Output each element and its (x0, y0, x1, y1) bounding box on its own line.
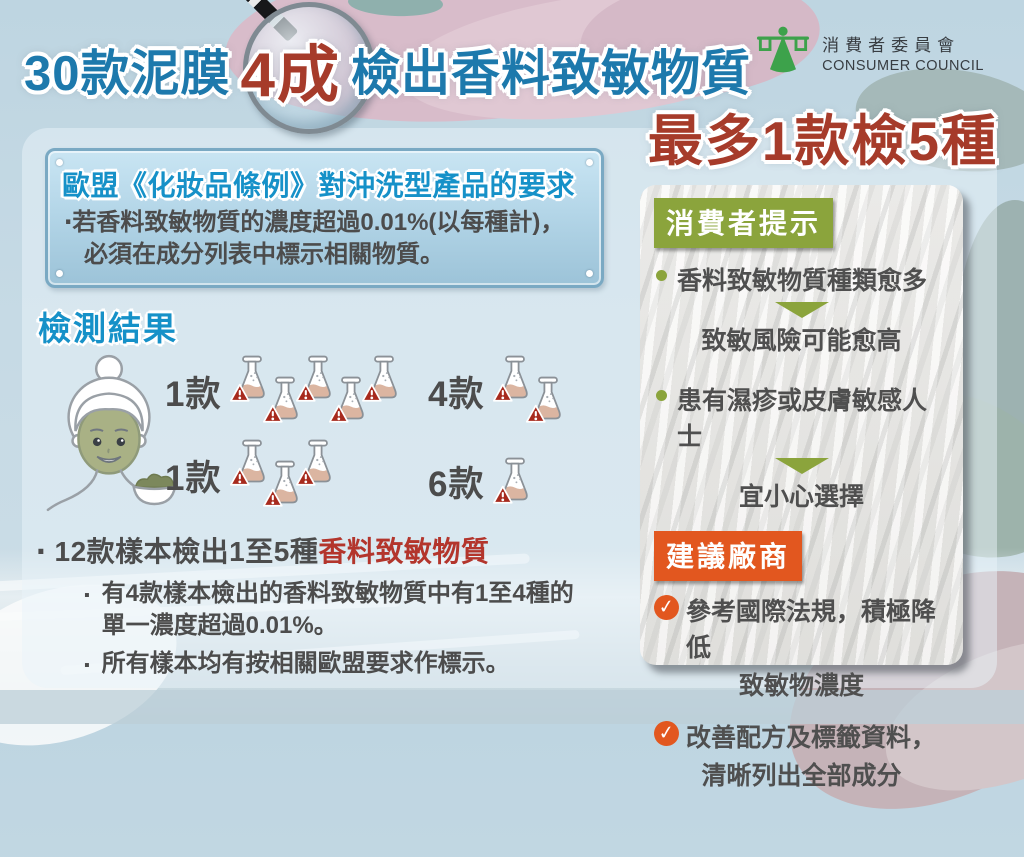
scales-icon (754, 24, 812, 81)
flask-row (229, 436, 341, 507)
regulation-line1: ‧若香料致敏物質的濃度超過0.01%(以每種計)， (64, 209, 565, 236)
tip-item: 香料致敏物質種類愈多 (654, 261, 949, 297)
tip-item: 患有濕疹或皮膚敏感人士 (654, 381, 949, 453)
check-icon: ✓ (652, 593, 681, 622)
tip-effect-text: 致敏風險可能愈高 (701, 327, 902, 355)
advice-item: ✓ 改善配方及標籤資料， (652, 718, 949, 754)
sample-count: 6款 (428, 465, 485, 504)
regulation-box: 歐盟《化妝品條例》對沖洗型產品的要求 ‧若香料致敏物質的濃度超過0.01%(以每… (45, 148, 604, 288)
arrow-down-icon (774, 302, 829, 318)
logo-name-cn: 消費者委員會 (822, 36, 961, 55)
flask-row (492, 352, 571, 423)
summary-text-red: 香料致敏物質 (318, 536, 490, 567)
regulation-title: 歐盟《化妝品條例》對沖洗型產品的要求 (62, 170, 576, 201)
square-bullet: ▪ (84, 657, 90, 674)
manufacturer-advice-heading: 建議廠商 (654, 531, 803, 581)
result-group: 4款 (428, 352, 571, 423)
corner-screw (586, 270, 593, 277)
title-highlight: 4成 (240, 41, 341, 110)
bullet-dot-icon (656, 390, 667, 401)
sample-count: 4款 (428, 375, 485, 414)
tip-cause-text: 香料致敏物質種類愈多 (677, 267, 928, 295)
result-group: 1款 (165, 436, 341, 507)
sample-count: 1款 (165, 375, 222, 414)
title-suffix: 檢出香料致敏物質 (351, 46, 752, 101)
tip-effect-text: 宜小心選擇 (738, 483, 864, 511)
consumer-council-logo: 消費者委員會 CONSUMER COUNCIL (754, 24, 984, 81)
bullet-dot-icon (656, 270, 667, 281)
bullet: ‧ (36, 536, 47, 567)
flask-warning-icon (525, 373, 571, 431)
flask-warning-icon (328, 373, 374, 431)
advice-text-line2: 清晰列出全部成分 (701, 762, 902, 790)
corner-screw (56, 270, 63, 277)
regulation-line2: 必須在成分列表中標示相關物質。 (84, 240, 444, 268)
corner-screw (586, 159, 593, 166)
flask-warning-icon (295, 352, 341, 410)
results-summary: ‧ 12款樣本檢出1至5種香料致敏物質 (36, 530, 489, 570)
note-line: 有4款樣本檢出的香料致敏物質中有1至4種的 (101, 580, 574, 607)
tip-cause-text: 患有濕疹或皮膚敏感人士 (677, 387, 928, 451)
arrow-down-icon (774, 458, 829, 474)
note-line: 所有樣本均有按相關歐盟要求作標示。 (101, 650, 510, 677)
background-strip (0, 690, 1024, 724)
results-heading: 檢測結果 (38, 310, 178, 347)
magnifier-icon (243, 2, 375, 134)
flask-warning-icon (361, 352, 407, 410)
advice-item: ✓ 參考國際法規，積極降低 (652, 592, 949, 664)
flask-warning-icon (262, 457, 308, 515)
flask-warning-icon (229, 352, 275, 410)
flask-warning-icon (295, 436, 341, 494)
logo-text: 消費者委員會 CONSUMER COUNCIL (822, 31, 984, 74)
flask-row (229, 352, 407, 423)
title-prefix: 30款泥膜 (24, 46, 231, 101)
results-note: ▪ 有4款樣本檢出的香料致敏物質中有1至4種的 單一濃度超過0.01%。 (84, 578, 574, 642)
logo-name-en: CONSUMER COUNCIL (822, 58, 984, 74)
advice-text: 參考國際法規，積極降低 (686, 598, 937, 662)
flask-warning-icon (492, 454, 538, 512)
note-line: 單一濃度超過0.01%。 (101, 611, 338, 639)
subtitle: 最多1款檢5種 (647, 110, 998, 172)
flask-warning-icon (262, 373, 308, 431)
advice-text: 改善配方及標籤資料， (686, 724, 937, 752)
flask-row (492, 442, 538, 504)
corner-screw (56, 159, 63, 166)
clay-mask-face-illustration (40, 352, 178, 517)
consumer-tips-heading: 消費者提示 (654, 198, 834, 248)
advice-panel: 消費者提示 香料致敏物質種類愈多 致敏風險可能愈高 患有濕疹或皮膚敏感人士 宜小… (640, 185, 963, 790)
page-title: 30款泥膜 4成 檢出香料致敏物質 (24, 24, 751, 114)
flask-warning-icon (492, 352, 538, 410)
summary-text: 12款樣本檢出1至5種 (54, 536, 319, 567)
square-bullet: ▪ (84, 587, 90, 604)
result-group: 6款 (428, 442, 538, 507)
flask-warning-icon (229, 436, 275, 494)
advice-text-line2: 致敏物濃度 (738, 672, 864, 700)
result-group: 1款 (165, 352, 407, 423)
sample-count: 1款 (165, 459, 222, 498)
results-note: ▪ 所有樣本均有按相關歐盟要求作標示。 (84, 648, 510, 680)
